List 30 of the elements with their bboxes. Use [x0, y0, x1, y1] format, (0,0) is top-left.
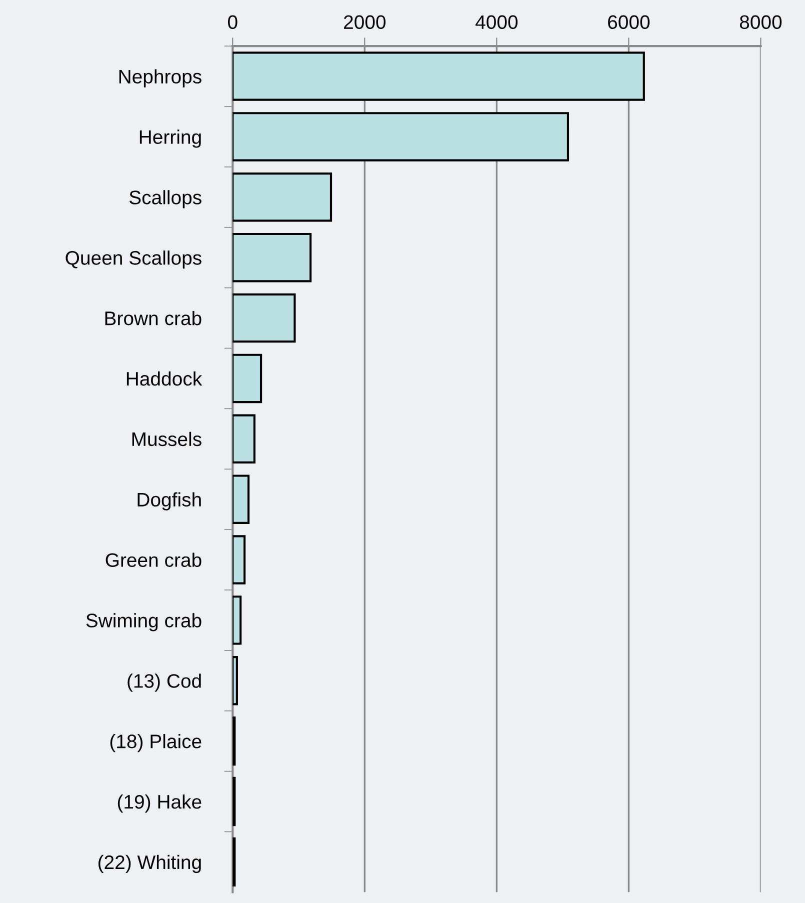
y-tick-label: (19) Hake	[118, 794, 202, 813]
bar	[232, 535, 246, 584]
y-tick-label: Queen Scallops	[66, 250, 202, 269]
bar	[232, 656, 238, 706]
x-tick-label: 4000	[476, 15, 518, 30]
y-tick-label: Brown crab	[105, 310, 202, 326]
y-tick-label: Herring	[140, 130, 201, 148]
y-tick-label: (13) Cod	[128, 674, 201, 692]
bar	[232, 172, 332, 222]
x-tick-label: 2000	[344, 15, 386, 30]
y-tick-label: Scallops	[129, 190, 202, 208]
y-tick-label: Green crab	[106, 552, 202, 567]
y-tick-label: Mussels	[132, 432, 202, 446]
x-tick-label: 6000	[608, 15, 650, 30]
y-tick-label: Dogfish	[138, 492, 201, 510]
y-tick-label: Nephrops	[119, 69, 202, 88]
bar	[232, 354, 262, 404]
x-tick-label: 0	[228, 15, 238, 30]
bar	[232, 293, 296, 343]
bar	[232, 596, 242, 645]
bar	[232, 112, 570, 162]
bar	[232, 52, 645, 101]
bar	[232, 414, 256, 464]
bar	[232, 474, 250, 524]
y-tick-label: (22) Whiting	[98, 854, 201, 874]
bar	[232, 232, 312, 282]
y-tick-label: Haddock	[126, 371, 202, 386]
y-tick-label: Swiming crab	[86, 613, 202, 632]
x-tick-label: 8000	[740, 15, 782, 30]
y-tick-label: (18) Plaice	[110, 734, 202, 752]
